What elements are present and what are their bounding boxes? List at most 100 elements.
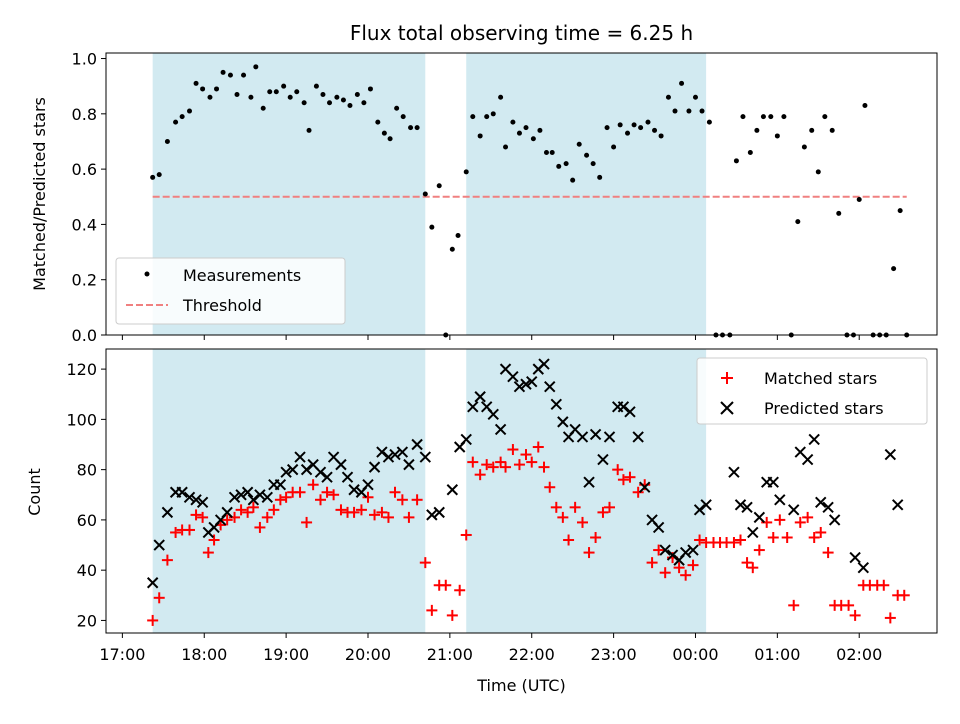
predicted-star-point [550,398,563,410]
matched-star-point [419,557,431,569]
predicted-star-point [589,428,602,441]
predicted-star-point [687,544,699,556]
predicted-star-point [700,499,712,511]
predicted-star-point [419,451,432,463]
predicted-star-point [884,448,897,461]
measurement-point [733,158,739,164]
bottom-shaded-span-0 [152,349,426,633]
legend-marker-matched [721,372,733,384]
matched-star-point [507,444,519,456]
predicted-star-point [767,476,779,488]
predicted-star-point [376,446,388,458]
measurement-point [706,119,712,125]
top-y-tick-label: 0.0 [72,326,97,345]
measurement-point [801,144,807,150]
bottom-shaded-span-1 [466,349,707,633]
matched-star-point [794,516,806,528]
measurement-point [809,127,815,133]
x-tick-label: 01:00 [754,645,800,664]
measurement-point [220,69,226,75]
matched-star-point [747,562,759,574]
predicted-star-point [632,431,644,443]
measurement-point [306,127,312,133]
matched-star-point [396,494,408,506]
predicted-star-point [396,446,409,458]
matched-star-point [321,486,333,498]
measurement-point [617,122,623,128]
measurement-point [530,136,536,142]
matched-star-point [843,599,855,611]
matched-star-point [440,579,452,591]
measurement-point [490,111,496,117]
bottom-y-tick-label: 120 [66,360,97,379]
predicted-star-point [389,448,401,461]
measurement-point [829,127,835,133]
measurement-point [503,144,509,150]
measurement-point [679,80,685,86]
predicted-star-point [241,486,254,498]
matched-star-point [569,501,581,513]
predicted-star-point [221,506,233,519]
matched-star-point [753,544,765,556]
matched-star-point [474,469,486,481]
x-tick-label: 00:00 [672,645,718,664]
matched-star-point [403,511,415,523]
predicted-star-point [513,380,526,393]
matched-star-point [268,504,280,516]
predicted-star-point [460,433,472,446]
bottom-y-tick-label: 80 [77,461,97,480]
bottom-shaded-spans [152,349,707,633]
matched-star-point [680,569,692,581]
x-tick-label: 22:00 [509,645,555,664]
predicted-star-point [348,484,360,496]
matched-star-point [348,506,360,518]
matched-star-point [550,501,562,513]
predicted-star-point [734,499,747,511]
measurement-point [822,114,828,120]
measurement-point [387,136,393,142]
matched-star-point [235,504,247,516]
predicted-star-point [247,494,260,506]
predicted-star-point [857,561,870,574]
measurement-point [207,94,213,100]
matched-star-point [802,511,814,523]
legend-label-matched: Matched stars [764,369,877,388]
measurement-point [631,122,637,128]
bottom-y-tick-label: 20 [77,611,97,630]
measurement-point [537,127,543,133]
predicted-star-point [815,496,827,509]
matched-star-point [190,509,202,521]
legend-marker-predicted [720,401,734,415]
matched-star-point [307,479,319,491]
measurement-point [361,100,367,106]
matched-star-point [659,567,671,579]
matched-star-point [788,599,800,611]
predicted-star-point [176,486,188,498]
matched-star-point [153,592,165,604]
x-tick-label: 23:00 [591,645,637,664]
predicted-star-point [335,458,347,471]
x-tick-label: 18:00 [181,645,227,664]
measurement-point [768,114,774,120]
predicted-star-point [341,471,354,483]
predicted-star-point [693,504,706,516]
legend-label-measurements: Measurements [183,266,301,285]
matched-stars-points [147,441,910,626]
predicted-star-point [576,431,589,443]
predicted-star-point [891,499,904,511]
measurement-point [429,224,435,230]
predicted-star-point [788,504,800,516]
predicted-star-point [228,491,241,503]
predicted-star-point [666,549,679,561]
bottom-x-axis: 17:00 18:00 19:00 20:00 21:00 22:00 23:00 00:00… [99,633,882,664]
matched-star-point [590,531,602,543]
matched-star-point [487,461,499,473]
matched-star-point [576,516,588,528]
predicted-star-point [538,358,550,370]
matched-star-point [526,456,538,468]
predicted-star-point [583,476,595,488]
predicted-star-point [507,370,519,383]
measurement-point [354,91,360,97]
predicted-star-point [557,416,569,428]
